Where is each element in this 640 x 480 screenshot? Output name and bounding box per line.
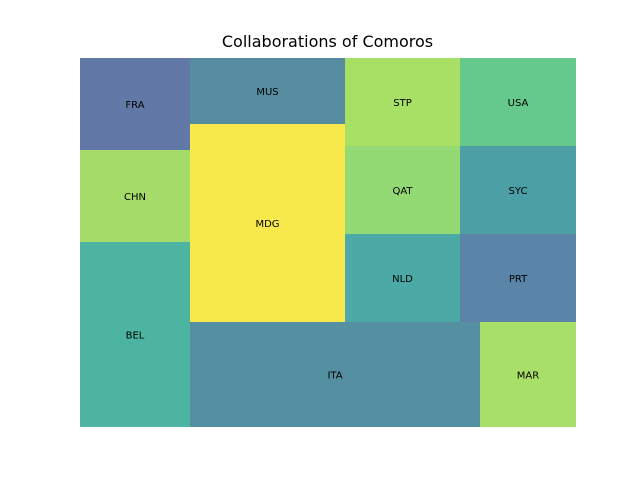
treemap-label-mdg: MDG (255, 219, 279, 230)
treemap-tile-prt (460, 234, 576, 322)
treemap-label-bel: BEL (126, 331, 145, 342)
treemap-tile-nld (345, 234, 460, 322)
treemap-tile-ita (190, 322, 480, 427)
treemap-tile-stp (345, 58, 460, 146)
treemap-tile-mus (190, 58, 345, 124)
treemap-tile-fra (80, 58, 190, 150)
chart-title: Collaborations of Comoros (221, 32, 434, 51)
treemap-tile-qat (345, 146, 460, 234)
treemap-tile-bel (80, 242, 190, 427)
treemap-tile-mar (480, 322, 576, 427)
treemap-label-mar: MAR (517, 371, 539, 382)
treemap-label-fra: FRA (125, 100, 144, 111)
treemap-tile-syc (460, 146, 576, 234)
treemap-tile-usa (460, 58, 576, 146)
treemap-label-syc: SYC (509, 186, 528, 197)
treemap-label-prt: PRT (509, 274, 528, 285)
treemap-tile-mdg (190, 124, 345, 322)
treemap-label-ita: ITA (327, 371, 342, 382)
treemap-label-chn: CHN (124, 192, 146, 203)
treemap-label-qat: QAT (392, 186, 413, 197)
treemap-label-stp: STP (393, 98, 412, 109)
treemap-label-nld: NLD (392, 274, 413, 285)
treemap-tile-chn (80, 150, 190, 242)
treemap-label-usa: USA (508, 98, 529, 109)
treemap-label-mus: MUS (256, 87, 278, 98)
